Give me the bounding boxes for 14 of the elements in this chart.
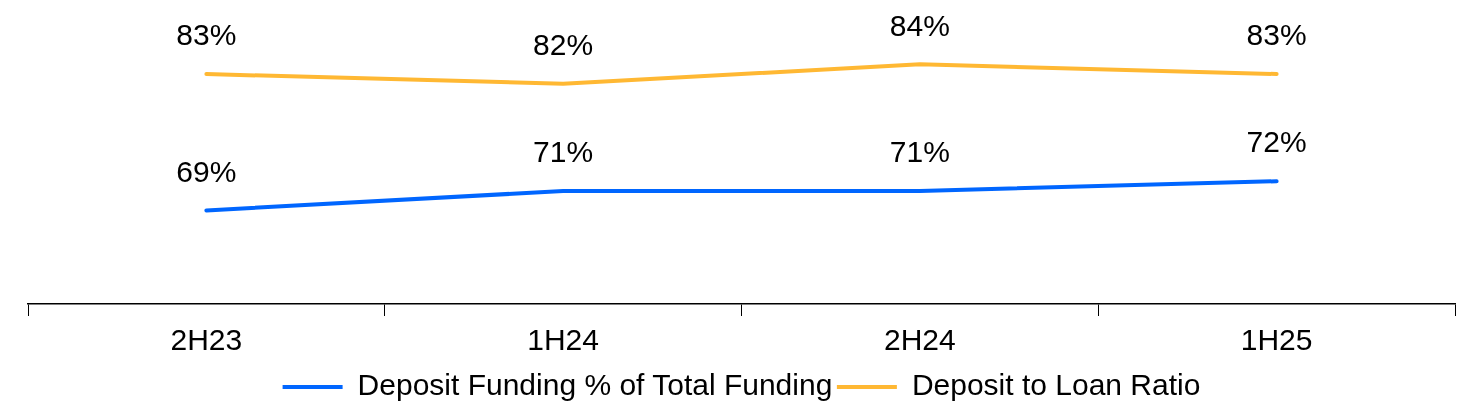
x-tick-label: 2H23 [170,323,243,357]
data-label: 71% [533,135,594,169]
x-tick-label: 2H24 [884,323,956,357]
legend-label: Deposit Funding % of Total Funding [357,368,833,402]
data-label: 83% [176,18,237,52]
data-label: 82% [533,28,594,62]
data-label: 84% [889,8,950,42]
legend-label: Deposit to Loan Ratio [911,368,1201,402]
data-label: 69% [176,154,237,188]
data-label: 72% [1246,125,1307,159]
x-tick-label: 1H25 [1240,323,1313,357]
data-label: 71% [889,135,950,169]
data-label: 83% [1246,18,1307,52]
x-tick-label: 1H24 [527,323,599,357]
